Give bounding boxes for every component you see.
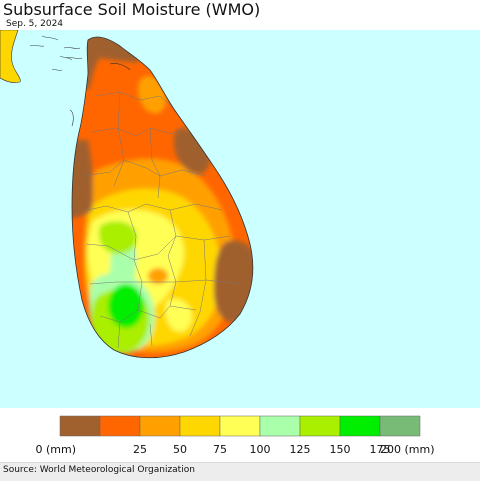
legend-tick-label: 150	[330, 443, 351, 456]
northern-islets	[63, 47, 131, 71]
district-boundaries	[83, 91, 241, 349]
legend-swatch	[59, 415, 101, 437]
legend-swatch	[379, 415, 421, 437]
legend-tick-label: 125	[290, 443, 311, 456]
soil-moisture-map	[0, 30, 480, 408]
island-moisture-bands	[72, 37, 253, 358]
legend-tick-label: 0 (mm)	[35, 443, 76, 456]
legend-swatch	[99, 415, 141, 437]
legend-swatch	[259, 415, 301, 437]
map-title: Subsurface Soil Moisture (WMO)	[3, 0, 261, 19]
legend-swatch	[299, 415, 341, 437]
legend-tick-label: 200 (mm)	[380, 443, 435, 456]
legend-tick-label: 100	[250, 443, 271, 456]
legend-swatch	[179, 415, 221, 437]
legend-tick-label: 75	[213, 443, 227, 456]
legend-tick-label: 175	[370, 443, 391, 456]
map-date: Sep. 5, 2024	[6, 19, 64, 29]
footer: Source: World Meteorological Organizatio…	[0, 462, 480, 481]
legend-swatch	[339, 415, 381, 437]
source-text: Source: World Meteorological Organizatio…	[3, 465, 195, 475]
mainland-corner	[0, 30, 21, 83]
legend-tick-label: 25	[133, 443, 147, 456]
legend-tick-label: 50	[173, 443, 187, 456]
coastline	[71, 36, 254, 359]
legend-swatch	[219, 415, 261, 437]
legend-swatch	[139, 415, 181, 437]
